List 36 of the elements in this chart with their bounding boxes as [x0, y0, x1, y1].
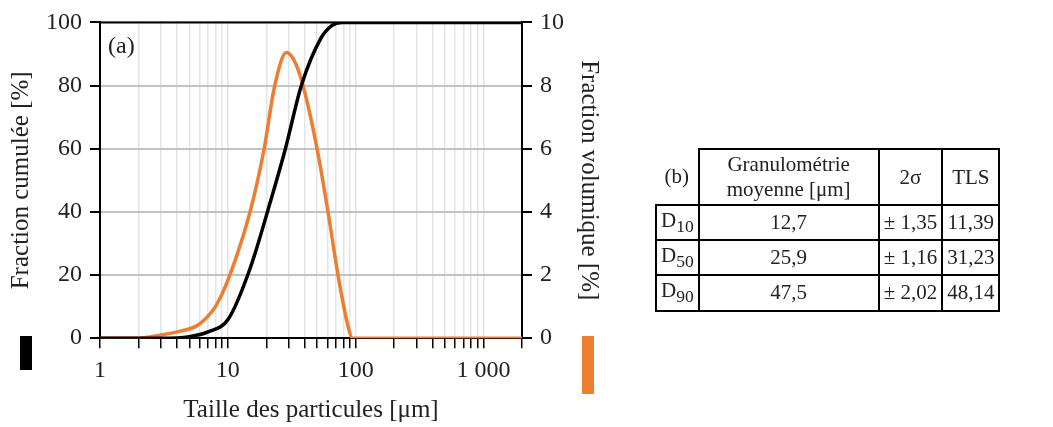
text: (b): [663, 163, 691, 190]
y2-tick-label: 10: [540, 7, 564, 34]
y-tick-label: 20: [58, 260, 82, 287]
y-tick-label: 100: [46, 7, 82, 34]
x-tick-label: 10: [215, 355, 240, 382]
text: 12,7: [770, 210, 808, 235]
text: 25,9: [770, 245, 808, 270]
y2-tick-label: 8: [540, 70, 552, 97]
y-tick-label: 40: [58, 197, 82, 224]
y2-axis-title: Fraction volumique [%]: [577, 60, 605, 301]
text: ± 2,02: [883, 280, 938, 305]
y2-tick-label: 0: [540, 323, 552, 350]
text: 47,5: [770, 280, 808, 305]
y-axis-title: Fraction cumulée [%]: [5, 71, 33, 290]
x-axis-title: Taille des particules [μm]: [183, 394, 439, 422]
y-tick-label: 60: [58, 134, 82, 161]
text: 48,14: [947, 280, 995, 305]
x-tick-label: 100: [337, 355, 374, 382]
y-tick-label: 0: [70, 323, 82, 350]
category-label: Granulométrie moyenne [μm]: [698, 149, 879, 205]
text: 11,39: [947, 210, 995, 235]
annotation: (a): [108, 31, 135, 58]
y2-tick-label: 6: [540, 134, 552, 161]
y2-tick-label: 2: [540, 260, 552, 287]
category-label: TLS: [942, 149, 1000, 205]
category-label: D$_{10}$: [661, 208, 694, 237]
x-tick-label: 1: [94, 355, 106, 382]
category-label: D$_{50}$: [661, 243, 694, 272]
y-tick-label: 80: [58, 70, 82, 97]
category-label: D$_{90}$: [661, 278, 694, 307]
text: ± 1,16: [883, 245, 938, 270]
y2-tick-label: 4: [540, 197, 552, 224]
category-label: 2σ: [878, 149, 943, 205]
text: 31,23: [947, 245, 995, 270]
text: ± 1,35: [883, 210, 938, 235]
x-tick-label: 1 000: [456, 355, 511, 382]
